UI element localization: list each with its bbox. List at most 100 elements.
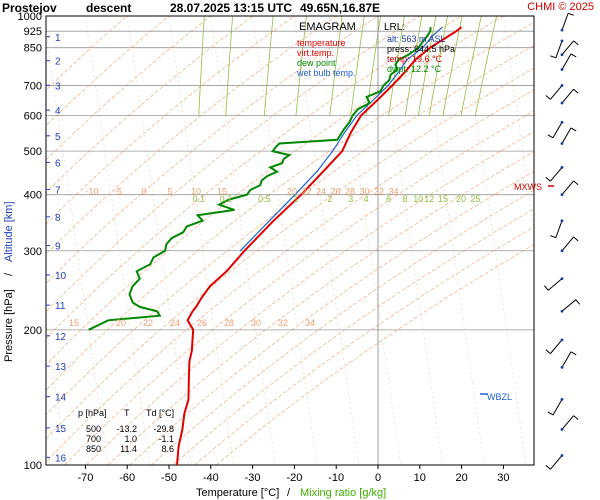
temperature-line xyxy=(176,26,463,465)
mixing-ratio-label: 20 xyxy=(456,194,466,204)
wind-barb-dot xyxy=(560,142,564,145)
altitude-tick-label: 9 xyxy=(55,242,61,253)
isotherm-label-mid: -10 xyxy=(85,187,98,197)
dry-adiabat xyxy=(46,16,462,340)
dry-adiabat xyxy=(86,131,534,465)
pressure-tick-label: 925 xyxy=(24,26,42,38)
wind-barb-dot xyxy=(560,309,564,313)
altitude-tick-label: 8 xyxy=(55,213,61,224)
dry-adiabat xyxy=(194,226,534,465)
wind-barb xyxy=(561,13,569,31)
wind-barb-feather xyxy=(550,235,557,239)
wind-barb xyxy=(550,455,563,470)
isotherm-label-top: 26 xyxy=(197,318,207,328)
wind-barb-feather xyxy=(543,285,549,291)
mixing-ratio-line xyxy=(417,16,437,116)
sounding-coords: 49.65N,16.87E xyxy=(300,1,381,15)
wind-barb-feather xyxy=(573,415,579,420)
wind-barb xyxy=(547,278,563,291)
mixing-ratio-label: 15 xyxy=(438,194,448,204)
isotherm-label-mid: 32 xyxy=(374,187,384,197)
mixing-ratio-line xyxy=(329,16,343,116)
altitude-tick-label: 16 xyxy=(55,453,67,464)
mixing-ratio-label: 10 xyxy=(413,194,423,204)
isotherm-label-mid: 28 xyxy=(345,187,355,197)
mixing-ratio-label: 12 xyxy=(424,194,434,204)
x-tick-label: -70 xyxy=(77,472,93,484)
x-tick-label: -40 xyxy=(203,472,219,484)
isotherm-label-mid: 34 xyxy=(388,187,398,197)
dry-adiabat xyxy=(172,208,534,465)
wind-barb-feather xyxy=(570,53,577,58)
mixing-ratio-label: 8 xyxy=(403,194,408,204)
wind-barb-feather xyxy=(545,176,551,182)
isotherm-line xyxy=(294,16,360,465)
mixing-ratio-line xyxy=(295,16,307,116)
isotherm-label-top: 22 xyxy=(143,318,153,328)
altitude-tick-label: 14 xyxy=(55,393,67,404)
pressure-tick-label: 500 xyxy=(24,146,42,158)
altitude-tick-label: 1 xyxy=(55,33,61,44)
isotherm-label-mid: 15 xyxy=(217,187,227,197)
pressure-tick-label: 700 xyxy=(24,81,42,93)
mixing-ratio-label: 1 xyxy=(293,194,298,204)
sounding-mode: descent xyxy=(86,1,132,15)
wind-barb-dot xyxy=(560,219,564,223)
wind-barb-dot xyxy=(560,338,564,342)
wind-barb xyxy=(550,339,563,354)
isotherm-label-mid: 26 xyxy=(330,187,340,197)
x-tick-label: 30 xyxy=(497,472,509,484)
isotherm-label-mid: 0 xyxy=(141,187,146,197)
dry-adiabat xyxy=(46,21,534,391)
wind-barb xyxy=(552,399,563,416)
mixing-ratio-line xyxy=(264,16,274,116)
wind-barb-feather xyxy=(545,349,551,355)
wind-barb-feather xyxy=(545,465,551,470)
isotherm-label-top: 30 xyxy=(251,318,261,328)
wind-barb xyxy=(561,88,574,104)
isotherm-line xyxy=(210,16,276,465)
isotherm-label-top: 20 xyxy=(116,318,126,328)
isotherm-line xyxy=(545,16,600,465)
altitude-tick-label: 4 xyxy=(55,106,61,117)
mixing-ratio-line xyxy=(475,16,497,116)
wind-barb-dot xyxy=(560,39,564,43)
isotherm-line xyxy=(461,16,527,465)
dry-adiabat xyxy=(46,67,534,440)
wind-barb-dot xyxy=(560,193,564,197)
isotherm-label-top: 34 xyxy=(305,318,315,328)
isotherm-label-mid: 30 xyxy=(359,187,369,197)
mixing-ratio-label: 0.1 xyxy=(192,194,205,204)
altitude-tick-label: 15 xyxy=(55,424,67,435)
dry-adiabat xyxy=(46,45,534,416)
mixing-ratio-line xyxy=(225,16,233,116)
dry-adiabat xyxy=(46,16,337,255)
wind-barb-dot xyxy=(560,53,564,57)
isotherm-label-mid: 5 xyxy=(167,187,172,197)
dry-adiabat xyxy=(129,170,534,465)
isotherm-label-top: 32 xyxy=(278,318,288,328)
x-tick-label: 0 xyxy=(375,472,381,484)
wet-bulb-line xyxy=(239,26,443,252)
wind-barb-feather xyxy=(545,95,551,100)
wind-barb xyxy=(550,167,563,182)
wind-barb xyxy=(561,127,572,144)
wind-barb-dot xyxy=(560,397,564,401)
station-name: Prostejov xyxy=(2,1,57,15)
mixing-ratio-label: 0.5 xyxy=(258,194,271,204)
mixing-ratio-label: 6 xyxy=(386,194,391,204)
mixing-ratio-line xyxy=(198,16,205,116)
isotherm-line xyxy=(0,16,24,465)
mixing-ratio-label: 3 xyxy=(348,194,353,204)
wind-barb-feather xyxy=(573,40,579,46)
copyright: CHMI © 2025 xyxy=(527,1,594,13)
wind-barb xyxy=(550,85,563,100)
isotherm-line xyxy=(419,16,485,465)
altitude-tick-label: 3 xyxy=(55,81,61,92)
altitude-tick-label: 2 xyxy=(55,57,61,68)
isotherm-line xyxy=(168,16,234,465)
wind-barb xyxy=(552,121,563,139)
altitude-tick-label: 13 xyxy=(55,362,67,373)
wind-barb-dot xyxy=(560,166,564,169)
